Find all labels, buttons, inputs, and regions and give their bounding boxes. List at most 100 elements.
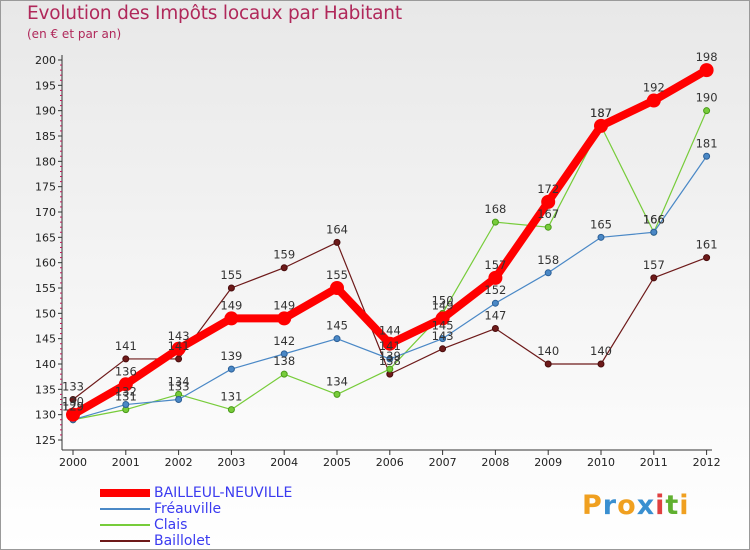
data-label: 140 xyxy=(537,344,559,358)
data-label: 192 xyxy=(643,81,665,95)
data-point xyxy=(491,325,499,333)
data-point xyxy=(122,401,130,409)
data-point xyxy=(435,311,450,326)
data-label: 198 xyxy=(696,50,718,64)
logo-letter: i xyxy=(679,490,690,521)
data-point xyxy=(175,395,183,403)
y-tick-label: 135 xyxy=(35,383,56,396)
x-tick-label: 2001 xyxy=(112,456,140,469)
data-point xyxy=(224,311,239,326)
x-tick-label: 2009 xyxy=(534,456,562,469)
data-point xyxy=(544,223,552,231)
data-label: 143 xyxy=(432,329,454,343)
data-label: 138 xyxy=(273,354,295,368)
logo-letter: P xyxy=(582,490,603,521)
data-point xyxy=(650,274,658,282)
data-point xyxy=(280,350,288,358)
data-point xyxy=(597,360,605,368)
data-label: 149 xyxy=(273,298,295,312)
legend-swatch-clais xyxy=(100,524,150,526)
proxiti-logo: Proxiti xyxy=(582,490,690,521)
data-label: 144 xyxy=(379,324,401,338)
data-label: 143 xyxy=(168,329,190,343)
data-label: 155 xyxy=(326,268,348,282)
data-point xyxy=(491,299,499,307)
data-label: 166 xyxy=(643,212,665,226)
data-point xyxy=(330,281,344,295)
data-label: 157 xyxy=(484,258,506,272)
data-point xyxy=(118,377,133,392)
y-tick-label: 160 xyxy=(35,257,56,270)
data-label: 165 xyxy=(590,217,612,231)
data-label: 181 xyxy=(696,136,718,150)
data-point xyxy=(69,395,77,403)
data-point xyxy=(227,284,235,292)
data-label: 141 xyxy=(168,339,190,353)
logo-letter: i xyxy=(655,490,666,521)
data-point xyxy=(175,355,183,363)
logo-letter: r xyxy=(602,490,618,521)
data-point xyxy=(382,336,397,351)
data-point xyxy=(544,360,552,368)
data-label: 133 xyxy=(62,379,84,393)
data-label: 145 xyxy=(432,319,454,333)
data-point xyxy=(280,370,288,378)
data-label: 172 xyxy=(537,182,559,196)
y-tick-label: 130 xyxy=(35,409,56,422)
x-tick-label: 2000 xyxy=(59,456,87,469)
data-point xyxy=(699,63,714,78)
y-tick-label: 195 xyxy=(35,79,56,92)
data-label: 152 xyxy=(484,283,506,297)
x-tick-label: 2007 xyxy=(429,456,457,469)
data-point xyxy=(703,254,711,262)
data-label: 131 xyxy=(115,390,137,404)
data-point xyxy=(491,218,499,226)
data-point xyxy=(703,107,711,115)
data-label: 141 xyxy=(115,339,137,353)
data-point xyxy=(280,264,288,272)
data-label: 136 xyxy=(115,364,137,378)
data-label: 187 xyxy=(590,106,612,120)
x-tick-label: 2012 xyxy=(693,456,721,469)
legend-label-freauville: Fréauville xyxy=(154,501,222,517)
data-label: 161 xyxy=(696,238,718,252)
y-tick-label: 150 xyxy=(35,307,56,320)
data-point xyxy=(66,407,80,422)
data-label: 147 xyxy=(484,309,506,323)
data-label: 133 xyxy=(168,379,190,393)
data-label: 139 xyxy=(220,349,242,363)
data-label: 129 xyxy=(62,400,84,414)
x-tick-label: 2011 xyxy=(640,456,668,469)
data-label: 187 xyxy=(590,106,612,120)
data-point xyxy=(277,311,292,326)
data-label: 149 xyxy=(432,298,454,312)
data-label: 155 xyxy=(220,268,242,282)
data-point xyxy=(333,238,341,246)
data-label: 164 xyxy=(326,222,348,236)
y-tick-label: 185 xyxy=(35,130,56,143)
data-label: 190 xyxy=(696,91,718,105)
data-label: 131 xyxy=(220,390,242,404)
data-point xyxy=(650,228,658,236)
y-tick-label: 155 xyxy=(35,282,56,295)
data-point xyxy=(703,152,711,160)
x-tick-label: 2010 xyxy=(587,456,615,469)
data-label: 142 xyxy=(273,334,295,348)
data-point xyxy=(646,93,661,108)
data-label: 134 xyxy=(326,374,348,388)
legend-swatch-freauville xyxy=(100,508,150,510)
data-label: 140 xyxy=(590,344,612,358)
data-label: 145 xyxy=(326,319,348,333)
data-label: 134 xyxy=(168,374,190,388)
data-point xyxy=(488,270,503,285)
data-label: 132 xyxy=(115,385,137,399)
data-label: 139 xyxy=(379,349,401,363)
data-point xyxy=(227,406,235,414)
data-point xyxy=(227,365,235,373)
data-label: 129 xyxy=(62,400,84,414)
y-tick-label: 180 xyxy=(35,155,56,168)
data-label: 130 xyxy=(62,395,84,409)
chart-title: Evolution des Impôts locaux par Habitant xyxy=(27,3,402,24)
chart-subtitle: (en € et par an) xyxy=(27,27,122,41)
